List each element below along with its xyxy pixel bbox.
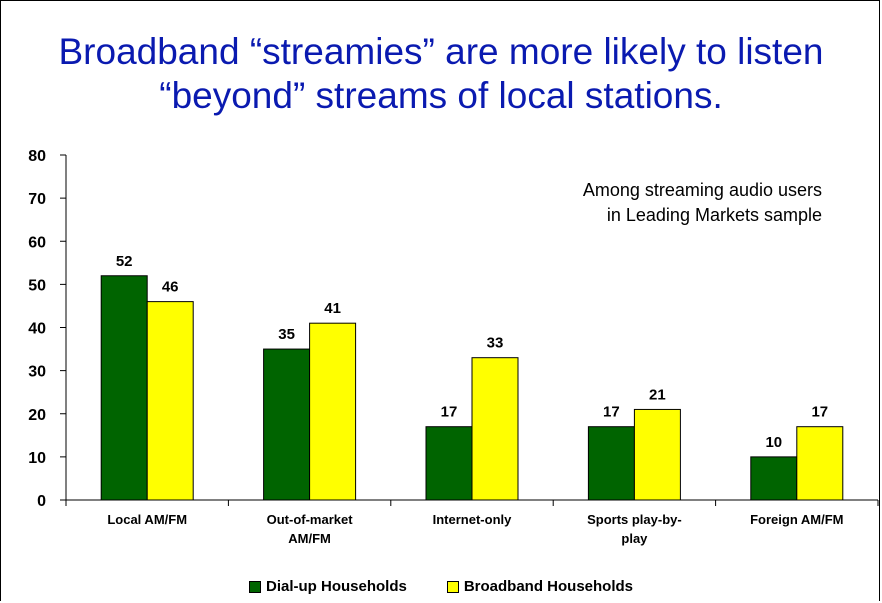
annotation-line-2: in Leading Markets sample (606, 205, 822, 225)
data-label: 21 (649, 386, 666, 403)
bar-broadband (146, 301, 194, 501)
data-label: 35 (278, 326, 295, 343)
title-line-1: Broadband “streamies” are more likely to… (58, 31, 824, 72)
annotation-line-1: Among streaming audio users (582, 180, 822, 200)
data-label: 10 (765, 434, 782, 451)
legend-item-dialup: Dial-up Households (248, 578, 407, 595)
bar-broadband (796, 426, 844, 501)
bar-dialup (263, 348, 311, 501)
data-label: 46 (162, 279, 179, 296)
bar-broadband (309, 322, 357, 501)
y-tick-label: 0 (37, 493, 46, 510)
legend-label-dialup: Dial-up Households (265, 578, 407, 595)
legend-swatch-dialup (248, 580, 261, 593)
chart-annotation: Among streaming audio users in Leading M… (583, 178, 822, 228)
bar-dialup (425, 426, 473, 501)
legend-swatch-broadband (446, 580, 459, 593)
x-tick-label: Foreign AM/FM (750, 512, 843, 527)
bar-dialup (587, 426, 635, 501)
bar-broadband (471, 357, 519, 501)
chart-title: Broadband “streamies” are more likely to… (0, 30, 882, 118)
legend-label-broadband: Broadband Households (463, 578, 634, 595)
data-label: 17 (811, 404, 828, 421)
bar-dialup (750, 456, 798, 501)
data-label: 41 (324, 300, 341, 317)
y-tick-label: 10 (28, 450, 46, 467)
y-tick-label: 40 (28, 321, 46, 338)
chart-legend: Dial-up Households Broadband Households (0, 578, 882, 595)
x-tick-label: Sports play-by- (587, 512, 682, 527)
y-tick-label: 70 (28, 191, 46, 208)
x-tick-label: Internet-only (433, 512, 512, 527)
y-tick-label: 60 (28, 234, 46, 251)
x-tick-label: Local AM/FM (107, 512, 187, 527)
y-tick-label: 30 (28, 364, 46, 381)
y-tick-label: 80 (28, 148, 46, 165)
data-label: 52 (116, 253, 133, 270)
legend-item-broadband: Broadband Households (446, 578, 634, 595)
x-tick-label: AM/FM (288, 531, 331, 546)
title-line-2: “beyond” streams of local stations. (159, 75, 723, 116)
data-label: 17 (603, 404, 620, 421)
x-tick-label: Out-of-market (267, 512, 354, 527)
y-tick-label: 50 (28, 277, 46, 294)
y-tick-label: 20 (28, 407, 46, 424)
x-tick-label: play (621, 531, 648, 546)
data-label: 17 (441, 404, 458, 421)
data-label: 33 (487, 335, 504, 352)
bar-dialup (100, 275, 148, 501)
bar-broadband (633, 408, 681, 501)
